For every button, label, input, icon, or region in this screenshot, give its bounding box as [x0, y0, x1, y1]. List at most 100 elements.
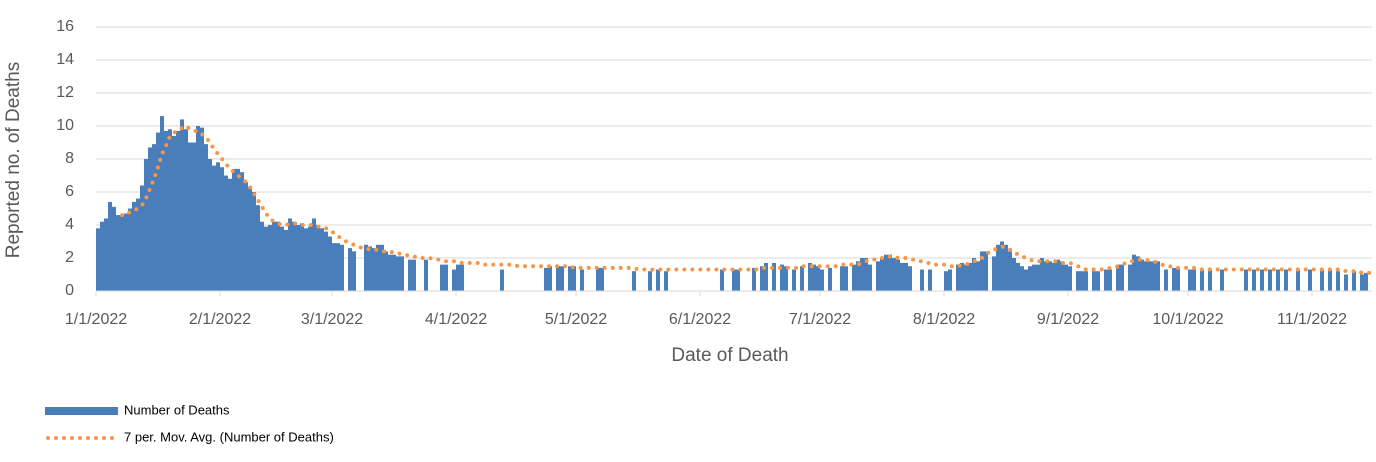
bar	[556, 266, 560, 291]
bar	[248, 187, 252, 291]
bar	[572, 266, 576, 291]
bar	[1176, 267, 1180, 291]
bar	[300, 223, 304, 291]
bar	[1132, 254, 1136, 291]
bar	[264, 226, 268, 291]
bar	[392, 254, 396, 291]
bar	[104, 218, 108, 291]
bar	[164, 130, 168, 291]
bar	[260, 221, 264, 291]
x-tick-label: 10/1/2022	[1152, 311, 1223, 328]
y-tick-label: 6	[65, 183, 74, 200]
bar	[1116, 264, 1120, 291]
bar	[280, 226, 284, 291]
bar	[376, 244, 380, 291]
bar	[252, 192, 256, 291]
bar	[384, 251, 388, 291]
bar	[256, 205, 260, 291]
bar	[160, 116, 164, 291]
bar	[984, 251, 988, 291]
bar	[440, 264, 444, 291]
bar	[288, 218, 292, 291]
legend-label: Number of Deaths	[124, 402, 230, 417]
legend-swatch	[45, 407, 118, 415]
bar	[216, 162, 220, 291]
bar	[1068, 266, 1072, 291]
bar	[1320, 269, 1324, 291]
bar	[1092, 271, 1096, 291]
bar	[212, 165, 216, 291]
bar	[424, 259, 428, 291]
bar	[720, 269, 724, 291]
bar	[1016, 262, 1020, 291]
bar	[1220, 269, 1224, 291]
bar	[664, 271, 668, 291]
bar	[780, 264, 784, 291]
bar	[232, 168, 236, 291]
bar	[116, 215, 120, 291]
bar	[192, 142, 196, 291]
bar	[888, 254, 892, 291]
bar	[880, 258, 884, 291]
x-axis-title: Date of Death	[671, 345, 788, 366]
bar	[996, 244, 1000, 291]
bar	[1056, 259, 1060, 291]
bar	[1164, 269, 1168, 291]
y-tick-label: 2	[65, 249, 74, 266]
bar	[1008, 251, 1012, 291]
bar	[1308, 269, 1312, 291]
y-tick-label: 10	[56, 117, 74, 134]
bar	[1036, 264, 1040, 291]
bar	[784, 266, 788, 291]
bar	[868, 264, 872, 291]
bar	[972, 258, 976, 291]
bar	[1244, 269, 1248, 291]
bar	[312, 218, 316, 291]
bar	[736, 269, 740, 291]
x-tick-label: 5/1/2022	[545, 311, 607, 328]
y-tick-label: 14	[56, 51, 74, 68]
bar	[904, 262, 908, 291]
bar	[1040, 258, 1044, 291]
bar	[812, 264, 816, 291]
bar	[1156, 261, 1160, 291]
bar	[224, 175, 228, 291]
bar	[1120, 264, 1124, 291]
bar	[152, 144, 156, 291]
bar	[1144, 261, 1148, 291]
bar	[1192, 269, 1196, 291]
x-tick-label: 2/1/2022	[189, 311, 251, 328]
bar	[1268, 269, 1272, 291]
bar	[460, 264, 464, 291]
bar	[568, 266, 572, 291]
bar	[944, 271, 948, 291]
bar	[1328, 269, 1332, 291]
bar	[1296, 269, 1300, 291]
bar	[908, 266, 912, 291]
bar	[1004, 244, 1008, 291]
bar	[820, 269, 824, 291]
bar	[304, 228, 308, 291]
bar	[968, 262, 972, 291]
bar	[396, 256, 400, 291]
bar	[144, 159, 148, 291]
bar	[1352, 271, 1356, 291]
bar	[560, 266, 564, 291]
bar	[1140, 259, 1144, 291]
bar	[372, 248, 376, 291]
bar	[856, 261, 860, 291]
bar	[1284, 269, 1288, 291]
bar	[1032, 264, 1036, 291]
bar	[308, 226, 312, 291]
bar	[332, 243, 336, 291]
y-tick-label: 12	[56, 84, 74, 101]
bar	[600, 267, 604, 291]
bar	[1128, 264, 1132, 291]
bar	[184, 129, 188, 291]
bar	[188, 142, 192, 291]
x-tick-label: 6/1/2022	[669, 311, 731, 328]
bar	[816, 266, 820, 291]
bar	[1252, 269, 1256, 291]
bar	[328, 236, 332, 291]
bar	[96, 228, 100, 291]
